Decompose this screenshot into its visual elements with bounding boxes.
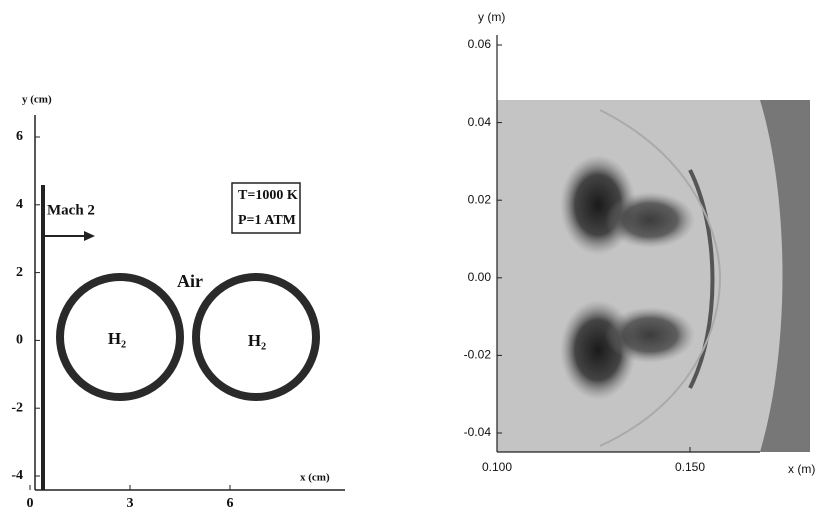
shock-label: Mach 2 [47, 202, 95, 218]
x-tick-label: 3 [127, 496, 134, 511]
y-tick-label: 0 [16, 333, 23, 348]
y-tick-label: 0.00 [468, 270, 492, 284]
y-tick-label: 0.04 [468, 115, 492, 129]
y-tick-label: -0.04 [464, 425, 492, 439]
vortex [605, 307, 695, 363]
y-tick-label: 2 [16, 265, 23, 280]
y-tick-label: -2 [11, 400, 23, 415]
y-tick-label: -4 [11, 468, 23, 483]
x-axis-label: x (cm) [300, 472, 330, 484]
vortex [605, 192, 695, 248]
bubble-label: H₂ [248, 331, 266, 350]
figure: y (cm) x (cm) Mach 2 T=1000 K P=1 ATM Ai… [0, 0, 825, 514]
y-tick-label: 0.02 [468, 192, 492, 206]
x-tick-label: 0.100 [482, 460, 512, 474]
y-tick-label: 4 [16, 197, 23, 212]
y-tick-label: -0.02 [464, 348, 492, 362]
right-panel: y (m) x (m) 0.06 0.04 0.02 0.00 -0.02 -0.04 0.… [464, 10, 816, 476]
arrow-head [84, 231, 95, 241]
x-tick-label: 0.150 [675, 460, 705, 474]
y-tick-label: 6 [16, 129, 23, 144]
y-axis-label: y (cm) [22, 94, 52, 106]
air-label: Air [177, 271, 203, 291]
y-axis-label: y (m) [478, 10, 505, 24]
x-tick-label: 6 [227, 496, 234, 511]
x-axis-label: x (m) [788, 462, 815, 476]
condition: P=1 ATM [238, 213, 296, 228]
simulation-image [497, 100, 810, 452]
x-tick-label: 0 [27, 496, 34, 511]
left-panel: y (cm) x (cm) Mach 2 T=1000 K P=1 ATM Ai… [11, 94, 345, 512]
bubble-label: H₂ [108, 329, 126, 348]
y-tick-label: 0.06 [468, 37, 492, 51]
condition: T=1000 K [238, 188, 298, 203]
